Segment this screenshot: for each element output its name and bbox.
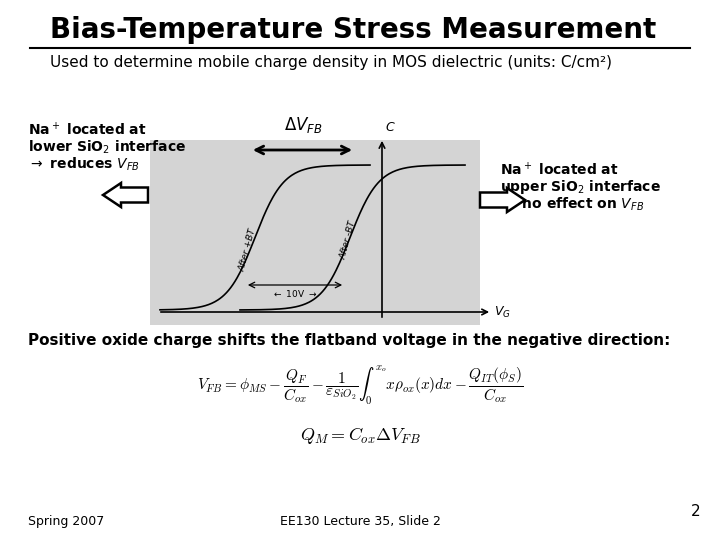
Text: After +BT: After +BT [238,227,258,272]
Text: upper SiO$_2$ interface: upper SiO$_2$ interface [500,178,661,196]
Text: Na$^+$ located at: Na$^+$ located at [500,161,618,179]
Text: $\rightarrow$ no effect on $V_{FB}$: $\rightarrow$ no effect on $V_{FB}$ [500,195,644,213]
Text: 2: 2 [690,504,700,519]
Text: C: C [385,121,394,134]
Bar [150,140,480,325]
Text: Positive oxide charge shifts the flatband voltage in the negative direction:: Positive oxide charge shifts the flatban… [28,333,670,348]
FancyArrow shape [103,183,148,207]
Text: $\rightarrow$ reduces $V_{FB}$: $\rightarrow$ reduces $V_{FB}$ [28,156,140,173]
Text: EE130 Lecture 35, Slide 2: EE130 Lecture 35, Slide 2 [279,516,441,529]
Text: $V_G$: $V_G$ [494,305,511,320]
Text: Used to determine mobile charge density in MOS dielectric (units: C/cm²): Used to determine mobile charge density … [50,56,612,71]
Text: Na$^+$ located at: Na$^+$ located at [28,122,147,139]
Text: $V_{FB} = \phi_{MS} - \dfrac{Q_F}{C_{ox}} - \dfrac{1}{\varepsilon_{SiO_2}}\int_0: $V_{FB} = \phi_{MS} - \dfrac{Q_F}{C_{ox}… [197,363,523,407]
Text: $\Delta V_{FB}$: $\Delta V_{FB}$ [284,115,323,135]
FancyArrow shape [480,188,525,212]
Text: Bias-Temperature Stress Measurement: Bias-Temperature Stress Measurement [50,16,656,44]
Text: Spring 2007: Spring 2007 [28,516,104,529]
Text: After -BT: After -BT [338,220,358,260]
Text: $\leftarrow$ 10V $\rightarrow$: $\leftarrow$ 10V $\rightarrow$ [272,288,318,299]
Text: $Q_M = C_{ox}\Delta V_{FB}$: $Q_M = C_{ox}\Delta V_{FB}$ [300,424,420,445]
Text: lower SiO$_2$ interface: lower SiO$_2$ interface [28,138,186,156]
